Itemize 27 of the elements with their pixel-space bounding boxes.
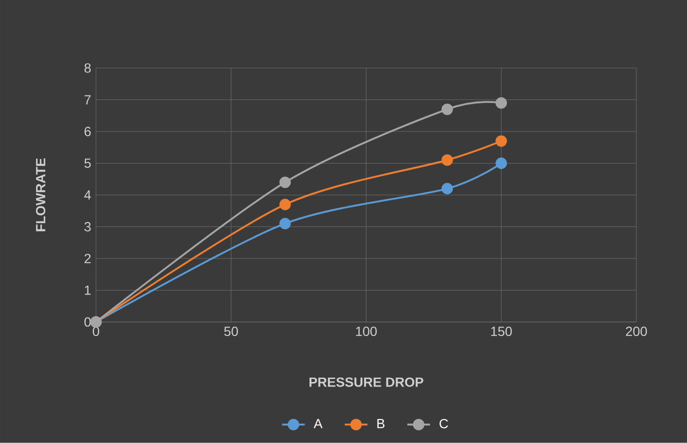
point — [279, 198, 291, 210]
point — [442, 182, 453, 194]
y-tick-label: 0 — [84, 317, 91, 327]
x-axis-title: PRESSURE DROP — [310, 378, 424, 387]
x-tick-label: 200 — [626, 326, 647, 336]
x-tick-label: 150 — [491, 326, 512, 336]
x-tick-label: 100 — [356, 326, 377, 336]
y-tick-label: 2 — [84, 254, 91, 264]
y-tick-label: 3 — [84, 222, 91, 232]
y-tick-label: 5 — [84, 158, 91, 168]
y-tick-label: 4 — [84, 190, 91, 200]
legend-label: C — [440, 419, 448, 428]
point — [496, 158, 507, 170]
point — [496, 135, 507, 147]
x-tick-label: 50 — [224, 326, 238, 336]
y-tick-label: 7 — [84, 95, 91, 104]
point — [279, 218, 291, 230]
point — [442, 154, 453, 166]
point — [442, 104, 453, 116]
y-axis-title: FLOWRATE — [36, 158, 46, 232]
legend-label: B — [377, 419, 384, 428]
y-tick-label: 1 — [84, 286, 91, 295]
point — [279, 176, 291, 188]
y-tick-label: 6 — [84, 126, 91, 136]
y-tick-label: 8 — [84, 63, 91, 73]
point — [496, 97, 507, 109]
legend-label: A — [314, 419, 323, 428]
